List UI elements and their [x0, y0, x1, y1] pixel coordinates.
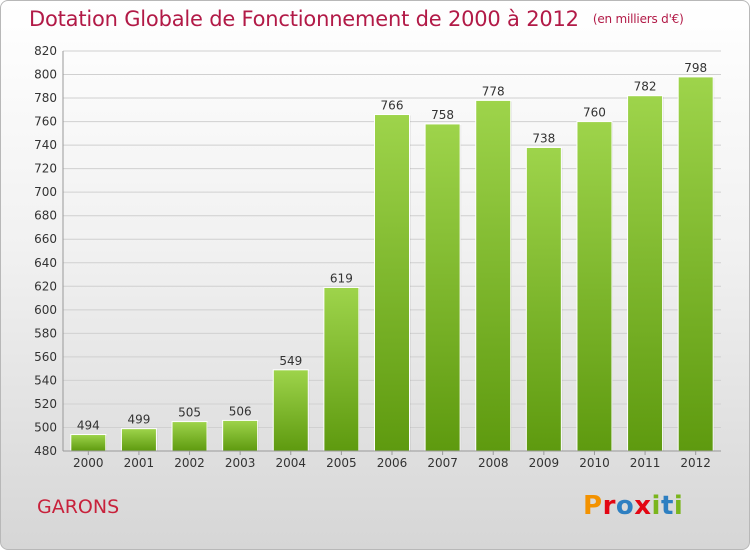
x-tick-label: 2010 [579, 456, 610, 470]
bar-value-label: 549 [279, 354, 302, 368]
x-tick-label: 2001 [124, 456, 155, 470]
logo-letter: i [673, 491, 684, 521]
bar-value-label: 766 [381, 99, 404, 113]
y-tick-label: 720 [34, 162, 57, 176]
bars [70, 76, 715, 452]
bar-value-label: 798 [684, 61, 707, 75]
bar [171, 421, 208, 452]
logo-letter: o [615, 491, 635, 521]
chart-title-text: Dotation Globale de Fonctionnement de 20… [29, 7, 579, 31]
bar [677, 76, 714, 452]
x-tick-label: 2012 [680, 456, 711, 470]
bar [576, 121, 613, 452]
bar-value-label: 506 [229, 404, 252, 418]
bar [222, 419, 259, 452]
bar [272, 369, 309, 452]
bar [323, 286, 360, 452]
commune-name: GARONS [37, 496, 120, 518]
proxiti-logo: Proxiti [583, 491, 683, 521]
bar-value-label: 760 [583, 106, 606, 120]
logo-letter: P [583, 491, 603, 521]
y-tick-label: 820 [34, 44, 57, 58]
bar [424, 123, 461, 452]
logo-letter: t [660, 491, 674, 521]
bar-value-label: 738 [532, 131, 555, 145]
chart-subtitle: (en milliers d'€) [592, 12, 684, 26]
bar [627, 95, 664, 452]
value-labels: 494 499 505 506 549 619 766 758 778 738 760 782 798 [77, 61, 707, 433]
chart-title: Dotation Globale de Fonctionnement de 20… [29, 7, 684, 31]
logo-letter: r [602, 491, 616, 521]
y-tick-label: 620 [34, 279, 57, 293]
bar [120, 428, 157, 452]
bar [525, 146, 562, 452]
x-tick-label: 2011 [630, 456, 661, 470]
y-tick-label: 700 [34, 185, 57, 199]
x-tick-label: 2007 [427, 456, 458, 470]
y-tick-label: 520 [34, 397, 57, 411]
bar-value-label: 505 [178, 406, 201, 420]
bar-value-label: 494 [77, 419, 100, 433]
x-tick-label: 2004 [275, 456, 306, 470]
bar-value-label: 778 [482, 84, 505, 98]
bar-value-label: 782 [634, 80, 657, 94]
y-tick-label: 640 [34, 256, 57, 270]
bar-value-label: 758 [431, 108, 454, 122]
y-tick-label: 680 [34, 209, 57, 223]
x-tick-label: 2009 [529, 456, 560, 470]
bar [475, 99, 512, 452]
x-tick-label: 2008 [478, 456, 509, 470]
y-tick-label: 560 [34, 350, 57, 364]
y-tick-label: 500 [34, 420, 57, 434]
y-tick-label: 540 [34, 373, 57, 387]
bar [70, 434, 107, 452]
x-tick-label: 2006 [377, 456, 408, 470]
y-tick-label: 580 [34, 326, 57, 340]
y-tick-label: 760 [34, 115, 57, 129]
y-tick-label: 660 [34, 232, 57, 246]
logo-letter: x [634, 491, 652, 521]
logo-letter: i [651, 491, 661, 521]
axes: 480 500 520 540 560 580 600 620 640 660 680 700 720 7… [34, 44, 721, 470]
x-tick-label: 2005 [326, 456, 357, 470]
x-tick-label: 2000 [73, 456, 104, 470]
bar [374, 114, 410, 452]
y-tick-label: 740 [34, 138, 57, 152]
x-tick-label: 2002 [174, 456, 205, 470]
y-tick-label: 480 [34, 444, 57, 458]
y-tick-label: 600 [34, 303, 57, 317]
y-tick-label: 800 [34, 68, 57, 82]
bar-value-label: 619 [330, 271, 353, 285]
y-tick-label: 780 [34, 91, 57, 105]
x-tick-label: 2003 [225, 456, 256, 470]
bar-value-label: 499 [127, 413, 150, 427]
